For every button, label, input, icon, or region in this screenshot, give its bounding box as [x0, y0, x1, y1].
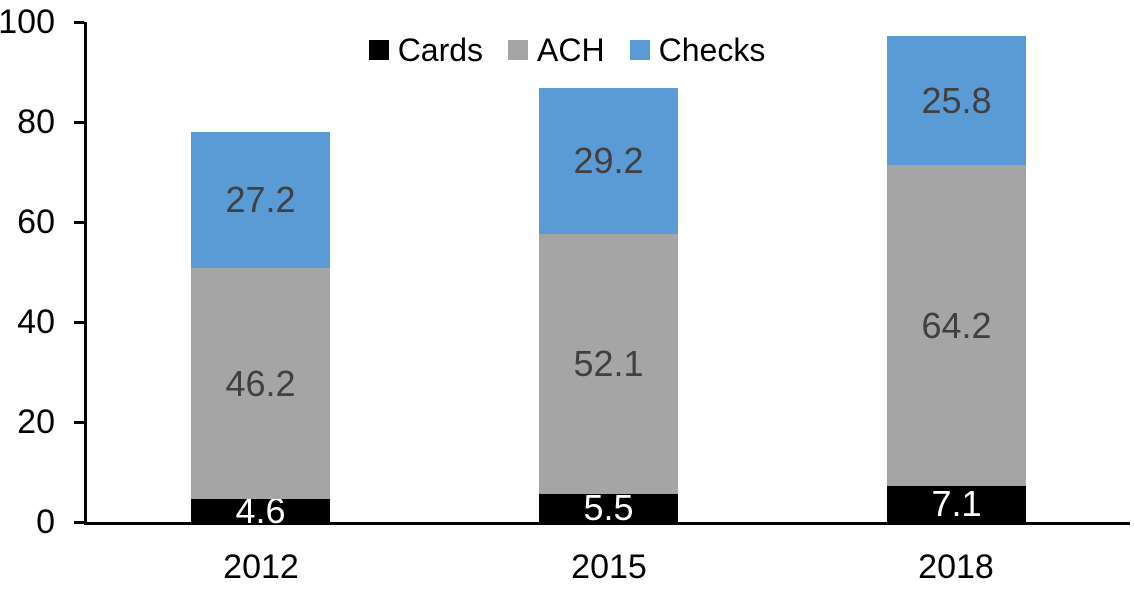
y-axis-tick-label: 60	[17, 203, 55, 241]
y-axis-tick-label: 20	[17, 403, 55, 441]
segment-checks-2018: 25.8	[887, 36, 1026, 165]
legend-label: ACH	[537, 32, 605, 68]
legend-item-checks: Checks	[629, 32, 766, 68]
segment-cards-2018: 7.1	[887, 486, 1026, 522]
y-axis-tick-label: 80	[17, 103, 55, 141]
data-label: 7.1	[931, 483, 982, 524]
y-axis-tick	[74, 521, 84, 524]
y-axis-tick-label: 0	[36, 503, 55, 541]
segment-checks-2015: 29.2	[539, 88, 678, 234]
legend-swatch-checks-icon	[629, 40, 650, 60]
data-label: 64.2	[921, 304, 992, 346]
legend-item-ach: ACH	[508, 34, 605, 66]
data-label: 5.5	[583, 487, 634, 528]
segment-ach-2018: 64.2	[887, 165, 1026, 486]
plot-area: 0 20 40 60 80 100 4.6 46.2 27.2 5.5 52.1 29.2 7.1 64…	[0, 5, 1130, 586]
data-label: 46.2	[225, 362, 296, 404]
segment-ach-2015: 52.1	[539, 233, 678, 494]
legend-swatch-ach-icon	[508, 40, 529, 60]
bar-2015: 5.5 52.1 29.2	[539, 88, 678, 526]
y-axis-tick	[74, 121, 84, 124]
legend-label: Cards	[397, 32, 484, 68]
chart-legend: Cards ACH Checks	[0, 34, 1134, 66]
segment-checks-2012: 27.2	[191, 132, 330, 268]
x-axis-label-2012: 2012	[223, 548, 299, 586]
segment-ach-2012: 46.2	[191, 268, 330, 499]
y-axis-tick	[74, 221, 84, 224]
legend-item-cards: Cards	[368, 32, 484, 68]
y-axis-tick	[74, 321, 84, 324]
x-axis-label-2018: 2018	[918, 548, 994, 586]
segment-cards-2012: 4.6	[191, 492, 330, 528]
bar-2018: 7.1 64.2 25.8	[887, 36, 1026, 522]
legend-swatch-cards-icon	[368, 40, 389, 60]
segment-cards-2015: 5.5	[539, 490, 678, 526]
data-label: 27.2	[225, 179, 296, 220]
y-axis-tick	[74, 421, 84, 424]
bar-2012: 4.6 46.2 27.2	[191, 132, 330, 528]
x-axis-label-2015: 2015	[571, 548, 647, 586]
data-label: 25.8	[921, 79, 992, 121]
y-axis-tick-label: 40	[17, 303, 55, 341]
data-label: 52.1	[573, 342, 644, 384]
data-label: 29.2	[573, 140, 644, 181]
y-axis-tick	[74, 21, 84, 24]
legend-label: Checks	[658, 32, 766, 68]
y-axis-tick-label: 100	[0, 3, 55, 41]
